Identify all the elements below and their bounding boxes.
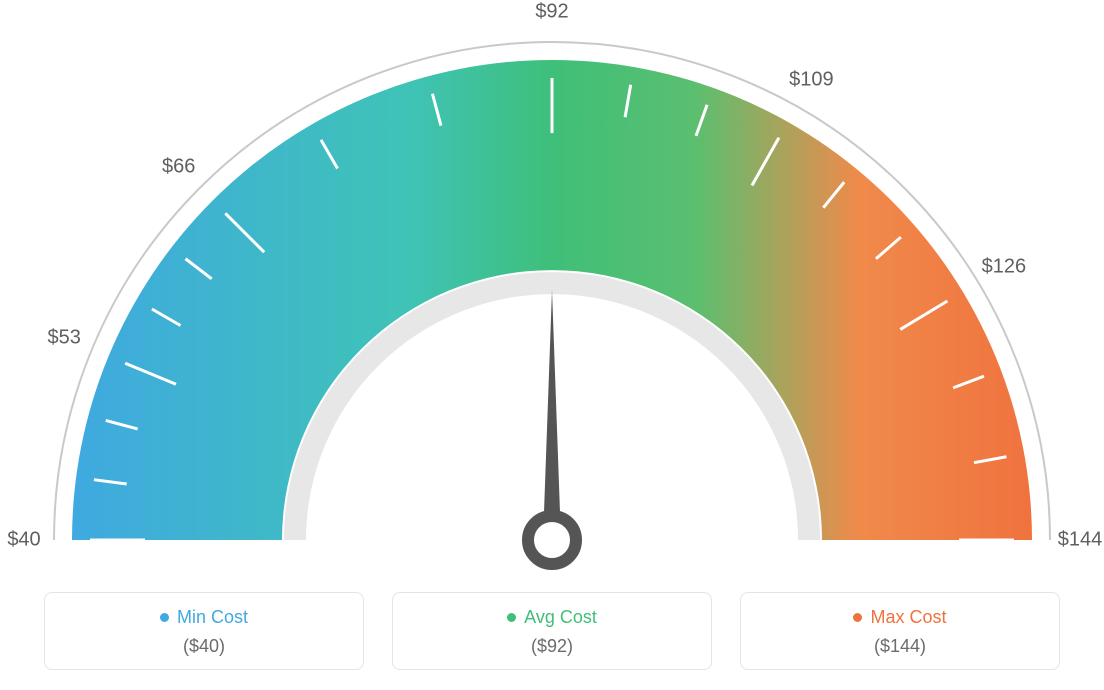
- legend-value-avg: ($92): [403, 636, 701, 657]
- gauge-tick-label: $53: [48, 326, 81, 349]
- dot-icon: [507, 613, 516, 622]
- gauge-chart: $40 $53 $66 $92 $109 $126 $144: [0, 0, 1104, 580]
- legend-card-avg: Avg Cost ($92): [392, 592, 712, 670]
- legend-label: Max Cost: [870, 607, 946, 628]
- gauge-tick-label: $66: [162, 155, 195, 178]
- gauge-tick-label: $92: [535, 1, 568, 24]
- legend-value-min: ($40): [55, 636, 353, 657]
- legend-label: Min Cost: [177, 607, 248, 628]
- gauge-tick-label: $40: [7, 529, 40, 552]
- legend-value-max: ($144): [751, 636, 1049, 657]
- dot-icon: [160, 613, 169, 622]
- dot-icon: [853, 613, 862, 622]
- legend-title-min: Min Cost: [160, 607, 248, 628]
- legend-card-max: Max Cost ($144): [740, 592, 1060, 670]
- gauge-svg: [0, 0, 1104, 580]
- gauge-tick-label: $126: [982, 255, 1027, 278]
- legend-title-max: Max Cost: [853, 607, 946, 628]
- gauge-tick-label: $144: [1058, 529, 1103, 552]
- legend-title-avg: Avg Cost: [507, 607, 597, 628]
- chart-container: $40 $53 $66 $92 $109 $126 $144 Min Cost ($40) …: [0, 0, 1104, 690]
- legend-row: Min Cost ($40) Avg Cost ($92) Max Cost (…: [0, 592, 1104, 670]
- gauge-tick-label: $109: [789, 69, 834, 92]
- legend-label: Avg Cost: [524, 607, 597, 628]
- legend-card-min: Min Cost ($40): [44, 592, 364, 670]
